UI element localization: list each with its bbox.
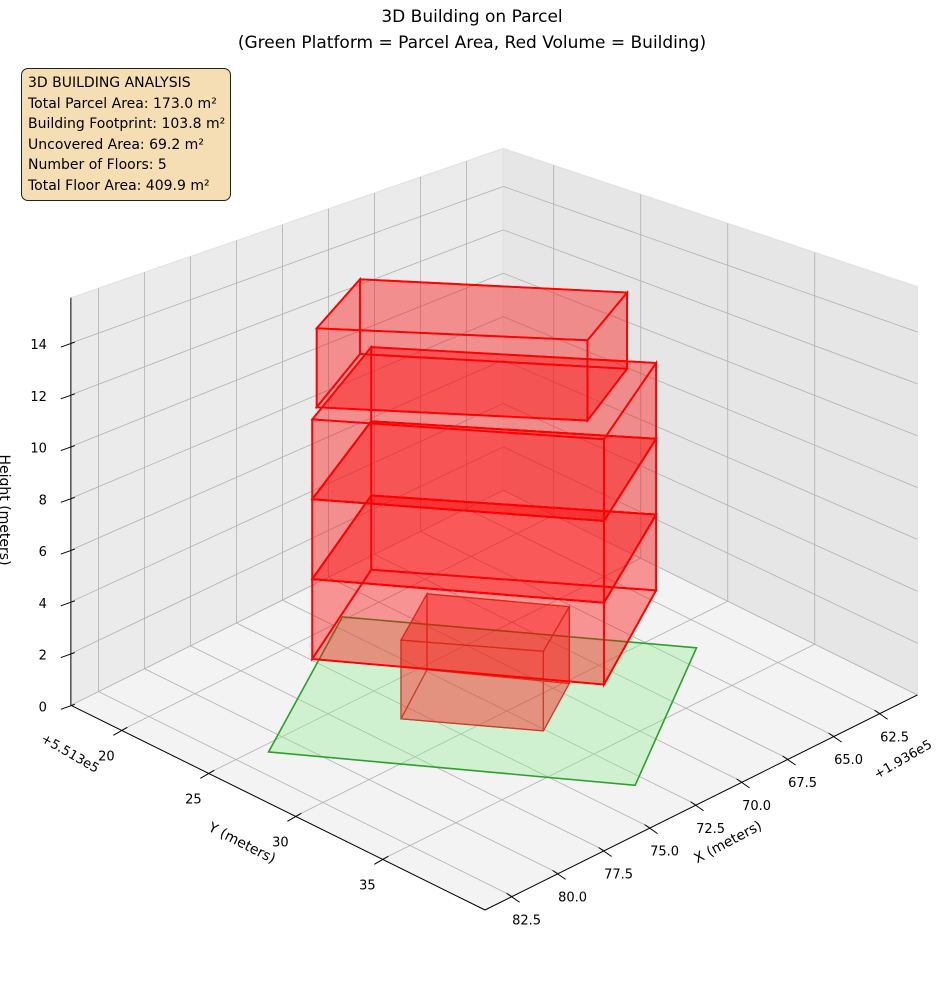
y-gridline <box>121 514 554 731</box>
z-gridline <box>70 403 504 603</box>
z-gridline <box>503 272 918 437</box>
chart-subtitle: (Green Platform = Parcel Area, Red Volum… <box>237 33 707 53</box>
info-heading: 3D BUILDING ANALYSIS <box>28 75 191 91</box>
x-gridline <box>98 691 513 897</box>
z-gridline <box>70 186 504 344</box>
y-gridline <box>295 600 728 817</box>
z-tick-label: 0 <box>39 700 47 715</box>
info-floor-area: Total Floor Area: 409.9 m² <box>28 177 210 194</box>
z-gridline <box>503 186 918 333</box>
z-tick <box>60 496 76 503</box>
x-tick <box>874 709 888 720</box>
z-tick-label: 12 <box>30 390 47 405</box>
z-tick-label: 8 <box>39 493 47 508</box>
z-tick-label: 14 <box>30 338 47 353</box>
parcel-platform <box>267 616 698 787</box>
y-tick-label: 25 <box>185 792 202 807</box>
z-tick <box>60 548 76 555</box>
y-tick-label: 30 <box>272 835 289 850</box>
y-offset-label: +5.513e5 <box>38 731 101 776</box>
x-tick-label: 62.5 <box>880 730 909 745</box>
info-uncovered-area: Uncovered Area: 69.2 m² <box>28 136 204 153</box>
y-tick-label: 20 <box>98 749 115 764</box>
analysis-info-box: 3D BUILDING ANALYSIS Total Parcel Area: … <box>21 68 231 201</box>
y-axis-line <box>70 704 486 911</box>
x-tick <box>690 801 704 812</box>
z-gridline <box>70 316 504 499</box>
floor-5-top-face <box>314 278 629 342</box>
z-tick <box>60 652 76 659</box>
x-tick-label: 75.0 <box>650 845 679 860</box>
info-parcel-area: Total Parcel Area: 173.0 m² <box>28 95 217 112</box>
x-tick <box>598 847 612 857</box>
y-tick-label: 35 <box>359 878 376 893</box>
z-tick-label: 10 <box>30 442 47 457</box>
z-tick <box>60 445 76 452</box>
x-tick-label: 72.5 <box>696 822 725 837</box>
x-tick <box>828 732 842 743</box>
x-gridline <box>144 668 559 874</box>
chart-title: 3D Building on Parcel <box>381 7 563 27</box>
z-axis-label: Height (meters) <box>0 454 12 565</box>
y-axis-label: Y (meters) <box>205 819 279 867</box>
z-gridline <box>503 489 918 696</box>
z-gridline <box>70 229 504 396</box>
y-gridline <box>382 643 815 860</box>
x-tick <box>736 778 750 789</box>
x-tick-label: 70.0 <box>742 799 771 814</box>
z-tick <box>60 393 76 400</box>
x-tick-label: 77.5 <box>604 868 633 883</box>
y-tick <box>374 855 389 865</box>
x-tick-label: 67.5 <box>788 776 817 791</box>
floor-1-top-face <box>399 593 571 652</box>
z-gridline <box>70 446 504 654</box>
x-tick <box>782 755 796 766</box>
x-tick-label: 80.0 <box>558 890 587 905</box>
x-axis-line <box>484 694 918 911</box>
z-gridline <box>503 316 918 488</box>
x-gridline <box>466 508 881 714</box>
z-gridline <box>503 446 918 644</box>
x-tick <box>552 869 566 880</box>
x-gridline <box>374 553 789 760</box>
z-tick <box>60 341 76 348</box>
info-footprint: Building Footprint: 103.8 m² <box>28 116 226 132</box>
y-tick <box>200 769 215 779</box>
x-tick-label: 65.0 <box>834 753 863 768</box>
z-tick-label: 4 <box>39 597 47 612</box>
y-gridline <box>208 557 641 774</box>
z-gridline <box>70 272 504 447</box>
y-tick <box>287 812 302 822</box>
z-gridline <box>503 403 918 592</box>
x-gridline <box>420 531 835 737</box>
z-gridline <box>503 359 918 540</box>
info-floors: Number of Floors: 5 <box>28 157 167 173</box>
x-gridline <box>328 576 743 783</box>
z-tick-label: 2 <box>39 649 47 664</box>
x-gridline <box>190 645 605 851</box>
x-tick <box>644 824 658 835</box>
z-tick-label: 6 <box>39 545 47 560</box>
x-tick <box>506 892 520 903</box>
floor-4-top-face <box>310 346 658 441</box>
z-tick <box>60 600 76 607</box>
x-tick-label: 82.5 <box>512 913 541 928</box>
z-gridline <box>70 359 504 551</box>
y-tick <box>113 726 128 736</box>
z-gridline <box>70 489 504 706</box>
x-gridline <box>282 599 697 806</box>
z-gridline <box>503 229 918 385</box>
z-tick <box>60 703 76 710</box>
x-gridline <box>236 622 651 829</box>
